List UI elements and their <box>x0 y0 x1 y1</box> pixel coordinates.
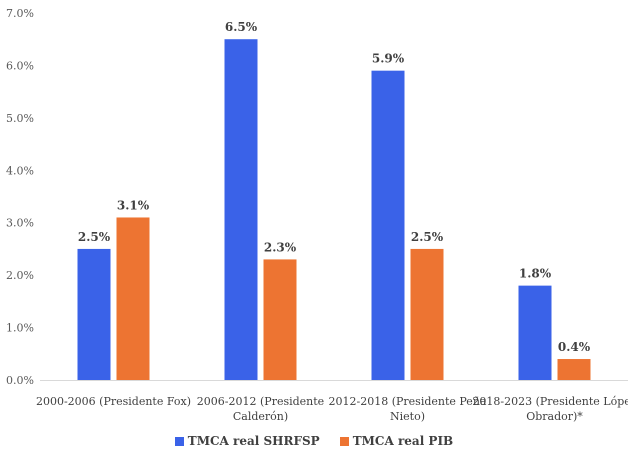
data-label: 5.9% <box>372 52 405 66</box>
y-tick-label: 3.0% <box>6 217 34 230</box>
y-tick-label: 5.0% <box>6 112 34 125</box>
y-tick-label: 6.0% <box>6 59 34 72</box>
y-tick-label: 2.0% <box>6 269 34 282</box>
y-axis: 0.0% 1.0% 2.0% 3.0% 4.0% 5.0% 6.0% 7.0% <box>6 7 34 387</box>
bar-pib <box>410 248 444 380</box>
y-tick-label: 0.0% <box>6 374 34 387</box>
data-label: 2.5% <box>411 230 444 244</box>
bar-shrfsp <box>371 70 405 381</box>
bar-pib <box>263 259 297 380</box>
bars <box>77 39 591 381</box>
bar-shrfsp <box>77 248 111 380</box>
y-tick-label: 7.0% <box>6 7 34 20</box>
data-labels: 2.5% 3.1% 6.5% 2.3% 5.9% 2.5% 1.8% 0.4% <box>78 20 591 354</box>
bar-chart: 0.0% 1.0% 2.0% 3.0% 4.0% 5.0% 6.0% 7.0% 2.5% 3.1… <box>6 7 628 423</box>
data-label: 1.8% <box>519 267 552 281</box>
x-category-label: 2006-2012 (Presidente Calderón) <box>197 395 324 423</box>
x-axis: 2000-2006 (Presidente Fox) 2006-2012 (Pre… <box>36 380 628 423</box>
x-category-label: 2018-2023 (Presidente López Obrador)* <box>472 395 628 423</box>
y-tick-label: 1.0% <box>6 322 34 335</box>
legend-item-shrfsp: TMCA real SHRFSP <box>174 434 320 448</box>
data-label: 2.5% <box>78 230 111 244</box>
legend-label-shrfsp: TMCA real SHRFSP <box>187 434 320 448</box>
y-tick-label: 4.0% <box>6 164 34 177</box>
data-label: 2.3% <box>264 240 297 254</box>
data-label: 0.4% <box>558 340 591 354</box>
data-label: 3.1% <box>117 198 150 212</box>
legend-swatch-shrfsp <box>174 436 184 446</box>
x-category-label: 2012-2018 (Presidente Peña Nieto) <box>329 395 487 423</box>
bar-pib <box>116 217 150 380</box>
legend-item-pib: TMCA real PIB <box>339 434 454 448</box>
bar-shrfsp <box>224 39 258 380</box>
x-category-label: 2000-2006 (Presidente Fox) <box>36 395 191 408</box>
bar-shrfsp <box>518 285 552 380</box>
legend-swatch-pib <box>339 436 349 446</box>
data-label: 6.5% <box>225 20 258 34</box>
bar-pib <box>557 359 591 380</box>
legend: TMCA real SHRFSP TMCA real PIB <box>0 434 628 448</box>
legend-label-pib: TMCA real PIB <box>352 434 454 448</box>
